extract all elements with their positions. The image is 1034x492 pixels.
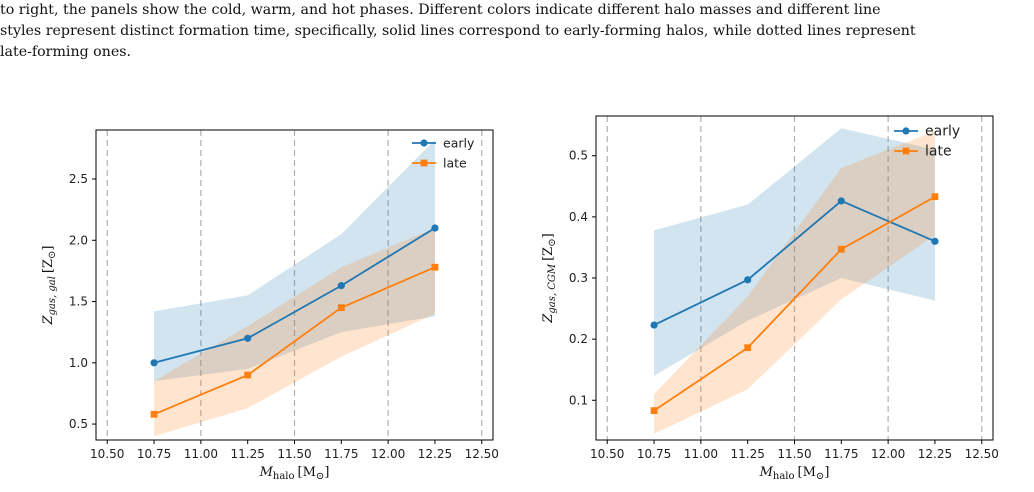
legend-entry-late: late [412,156,467,171]
y-tick-label: 0.2 [569,332,588,346]
x-tick-label: 11.00 [184,447,218,461]
point-early [837,197,845,205]
y-tick-label: 0.5 [69,417,88,431]
x-tick-label: 10.75 [637,447,671,461]
point-early [337,282,345,290]
point-late [744,344,752,352]
x-tick-label: 10.50 [90,447,124,461]
point-early [150,359,158,367]
point-late [931,193,939,201]
line-early [653,199,936,326]
x-tick-label: 11.50 [777,447,811,461]
x-tick-label: 11.75 [824,447,858,461]
line-late [653,195,936,412]
plot-area [106,130,483,440]
legend-entry-early: early [412,136,475,151]
x-tick-label: 11.25 [731,447,765,461]
x-tick-label: 10.75 [137,447,171,461]
point-late [244,371,252,379]
legend-label: early [925,124,960,140]
y-axis-label: Zgas, CGM[Z⊙] [541,233,558,323]
point-late [337,304,345,312]
x-tick-label: 12.00 [371,447,405,461]
line-late [153,266,436,416]
legend-entry-late: late [894,144,952,160]
y-tick-label: 0.1 [569,393,588,407]
band-late [654,131,935,434]
point-early [931,237,939,245]
line-early [153,227,436,364]
plot-area [606,116,983,440]
point-early [431,224,439,232]
y-tick-label: 0.4 [569,210,588,224]
x-axis-label: Mhalo [M⊙] [259,465,330,482]
y-axis-label: Zgas, gal[Z⊙] [41,245,58,325]
point-late [650,407,658,415]
x-tick-label: 12.50 [465,447,499,461]
x-tick-label: 11.75 [324,447,358,461]
x-tick-label: 11.25 [231,447,265,461]
x-tick-label: 10.50 [590,447,624,461]
y-tick-label: 1.5 [69,295,88,309]
legend-entry-early: early [894,124,960,140]
point-early [744,276,752,284]
y-tick-label: 2.0 [69,233,88,247]
x-tick-label: 11.00 [684,447,718,461]
caption-line-3: late-forming ones. [0,44,132,60]
legend-label: late [443,156,467,171]
legend-label: late [925,144,952,160]
x-tick-label: 12.25 [918,447,952,461]
point-early [650,321,658,329]
point-late [150,410,158,418]
band-early [154,139,435,382]
caption-line-1: to right, the panels show the cold, warm… [0,2,881,18]
y-tick-label: 1.0 [69,356,88,370]
legend-label: early [443,136,475,151]
y-tick-label: 0.3 [569,271,588,285]
x-axis-label: Mhalo [M⊙] [759,465,830,482]
caption-line-2: styles represent distinct formation time… [0,23,916,39]
x-tick-label: 12.50 [965,447,999,461]
x-tick-label: 11.50 [277,447,311,461]
x-tick-label: 12.00 [871,447,905,461]
point-late [431,263,439,271]
y-tick-label: 2.5 [69,172,88,186]
figure-caption: to right, the panels show the cold, warm… [0,0,1030,63]
point-early [244,334,252,342]
y-tick-label: 0.5 [569,149,588,163]
x-tick-label: 12.25 [418,447,452,461]
point-late [837,245,845,253]
band-early [654,128,935,376]
